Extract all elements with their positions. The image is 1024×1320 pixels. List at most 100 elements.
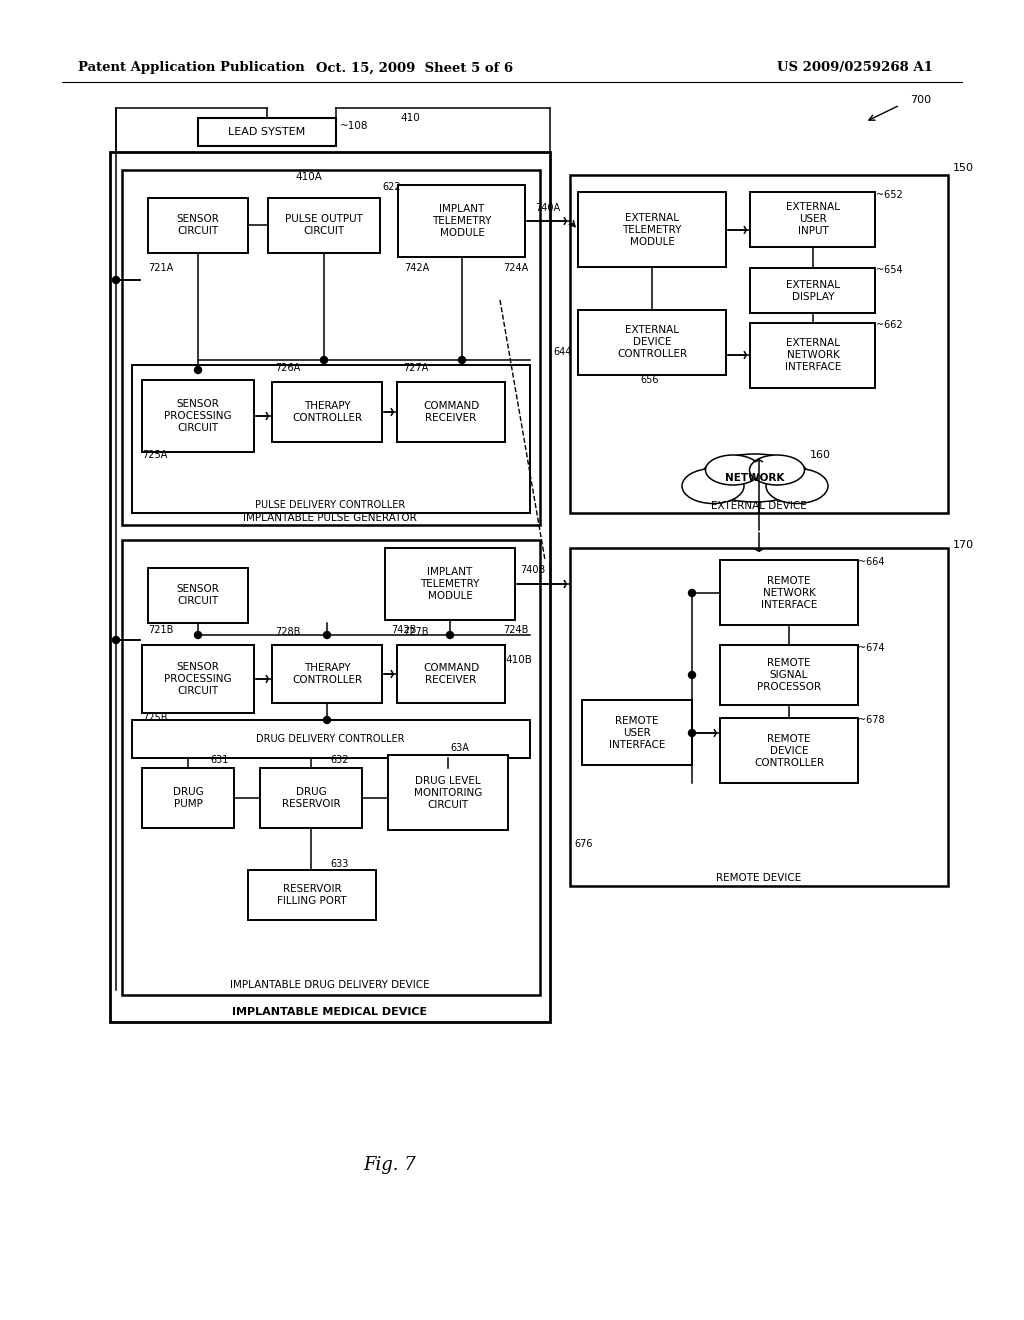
FancyBboxPatch shape: [148, 198, 248, 253]
Text: 622: 622: [382, 182, 401, 191]
Text: EXTERNAL
DISPLAY: EXTERNAL DISPLAY: [786, 280, 840, 302]
Text: 724A: 724A: [503, 263, 528, 273]
Text: 410: 410: [400, 114, 420, 123]
Text: 742B: 742B: [391, 624, 417, 635]
FancyBboxPatch shape: [398, 185, 525, 257]
FancyBboxPatch shape: [570, 176, 948, 513]
FancyBboxPatch shape: [720, 718, 858, 783]
Text: Fig. 7: Fig. 7: [364, 1156, 417, 1173]
Text: 170: 170: [953, 540, 974, 550]
FancyBboxPatch shape: [110, 152, 550, 1022]
Text: 724B: 724B: [503, 624, 528, 635]
FancyBboxPatch shape: [750, 191, 874, 247]
Circle shape: [459, 356, 466, 363]
FancyBboxPatch shape: [272, 645, 382, 704]
Text: 150: 150: [953, 162, 974, 173]
Text: ~654: ~654: [876, 265, 902, 275]
Ellipse shape: [766, 469, 828, 503]
Text: 721A: 721A: [148, 263, 173, 273]
FancyBboxPatch shape: [268, 198, 380, 253]
FancyBboxPatch shape: [582, 700, 692, 766]
FancyBboxPatch shape: [142, 380, 254, 451]
Text: 742A: 742A: [404, 263, 429, 273]
Text: EXTERNAL
DEVICE
CONTROLLER: EXTERNAL DEVICE CONTROLLER: [616, 326, 687, 359]
Text: Patent Application Publication: Patent Application Publication: [78, 62, 305, 74]
Text: EXTERNAL
NETWORK
INTERFACE: EXTERNAL NETWORK INTERFACE: [784, 338, 841, 372]
FancyBboxPatch shape: [248, 870, 376, 920]
FancyBboxPatch shape: [578, 310, 726, 375]
Ellipse shape: [706, 455, 761, 484]
Text: EXTERNAL DEVICE: EXTERNAL DEVICE: [711, 502, 807, 511]
FancyBboxPatch shape: [122, 170, 540, 525]
FancyBboxPatch shape: [385, 548, 515, 620]
FancyBboxPatch shape: [132, 366, 530, 513]
Text: 410A: 410A: [295, 172, 322, 182]
Circle shape: [324, 717, 331, 723]
Text: DRUG
PUMP: DRUG PUMP: [173, 787, 204, 809]
Text: 740B: 740B: [520, 565, 545, 576]
Text: 721B: 721B: [148, 624, 173, 635]
Text: IMPLANTABLE MEDICAL DEVICE: IMPLANTABLE MEDICAL DEVICE: [232, 1007, 428, 1016]
Text: 740A: 740A: [535, 203, 560, 213]
FancyBboxPatch shape: [720, 645, 858, 705]
Circle shape: [446, 631, 454, 639]
FancyBboxPatch shape: [750, 323, 874, 388]
FancyBboxPatch shape: [397, 645, 505, 704]
Text: RESERVOIR
FILLING PORT: RESERVOIR FILLING PORT: [278, 884, 347, 906]
Text: COMMAND
RECEIVER: COMMAND RECEIVER: [423, 663, 479, 685]
Text: SENSOR
PROCESSING
CIRCUIT: SENSOR PROCESSING CIRCUIT: [164, 663, 231, 696]
Text: REMOTE
USER
INTERFACE: REMOTE USER INTERFACE: [609, 717, 666, 750]
Text: EXTERNAL
TELEMETRY
MODULE: EXTERNAL TELEMETRY MODULE: [623, 214, 682, 247]
Ellipse shape: [750, 455, 805, 484]
Text: SENSOR
PROCESSING
CIRCUIT: SENSOR PROCESSING CIRCUIT: [164, 400, 231, 433]
FancyBboxPatch shape: [272, 381, 382, 442]
Text: SENSOR
CIRCUIT: SENSOR CIRCUIT: [176, 585, 219, 606]
Text: NETWORK: NETWORK: [725, 473, 784, 483]
Text: 676: 676: [574, 840, 593, 849]
Text: IMPLANTABLE DRUG DELIVERY DEVICE: IMPLANTABLE DRUG DELIVERY DEVICE: [230, 979, 430, 990]
Text: SENSOR
CIRCUIT: SENSOR CIRCUIT: [176, 214, 219, 236]
Text: 727B: 727B: [403, 627, 428, 638]
Text: REMOTE
DEVICE
CONTROLLER: REMOTE DEVICE CONTROLLER: [754, 734, 824, 768]
Text: 63A: 63A: [450, 743, 469, 752]
Text: 656: 656: [640, 375, 658, 385]
FancyBboxPatch shape: [142, 645, 254, 713]
Text: ~662: ~662: [876, 319, 902, 330]
FancyBboxPatch shape: [260, 768, 362, 828]
FancyBboxPatch shape: [142, 768, 234, 828]
Text: IMPLANT
TELEMETRY
MODULE: IMPLANT TELEMETRY MODULE: [432, 205, 492, 238]
Text: 160: 160: [810, 450, 831, 459]
Text: DRUG
RESERVOIR: DRUG RESERVOIR: [282, 787, 340, 809]
Text: DRUG DELIVERY CONTROLLER: DRUG DELIVERY CONTROLLER: [256, 734, 404, 744]
Text: LEAD SYSTEM: LEAD SYSTEM: [228, 127, 305, 137]
Text: 725B: 725B: [142, 713, 168, 723]
Text: ~108: ~108: [340, 121, 369, 131]
Text: Oct. 15, 2009  Sheet 5 of 6: Oct. 15, 2009 Sheet 5 of 6: [316, 62, 514, 74]
Text: 632: 632: [330, 755, 348, 766]
Text: ~678: ~678: [858, 715, 885, 725]
Text: ~664: ~664: [858, 557, 885, 568]
Text: PULSE DELIVERY CONTROLLER: PULSE DELIVERY CONTROLLER: [255, 500, 406, 510]
Text: REMOTE DEVICE: REMOTE DEVICE: [717, 873, 802, 883]
Circle shape: [321, 356, 328, 363]
Text: 644: 644: [554, 347, 572, 356]
Text: DRUG LEVEL
MONITORING
CIRCUIT: DRUG LEVEL MONITORING CIRCUIT: [414, 776, 482, 809]
Text: 410B: 410B: [505, 655, 531, 665]
FancyBboxPatch shape: [750, 268, 874, 313]
Circle shape: [688, 590, 695, 597]
Text: 726A: 726A: [275, 363, 300, 374]
Circle shape: [113, 276, 120, 284]
Circle shape: [113, 636, 120, 644]
Text: REMOTE
SIGNAL
PROCESSOR: REMOTE SIGNAL PROCESSOR: [757, 659, 821, 692]
FancyBboxPatch shape: [198, 117, 336, 147]
Circle shape: [688, 730, 695, 737]
FancyBboxPatch shape: [388, 755, 508, 830]
Text: PULSE OUTPUT
CIRCUIT: PULSE OUTPUT CIRCUIT: [285, 214, 362, 236]
FancyBboxPatch shape: [720, 560, 858, 624]
Text: THERAPY
CONTROLLER: THERAPY CONTROLLER: [292, 663, 362, 685]
FancyBboxPatch shape: [122, 540, 540, 995]
Text: 728B: 728B: [275, 627, 300, 638]
Ellipse shape: [700, 454, 810, 502]
FancyBboxPatch shape: [570, 548, 948, 886]
FancyBboxPatch shape: [132, 719, 530, 758]
